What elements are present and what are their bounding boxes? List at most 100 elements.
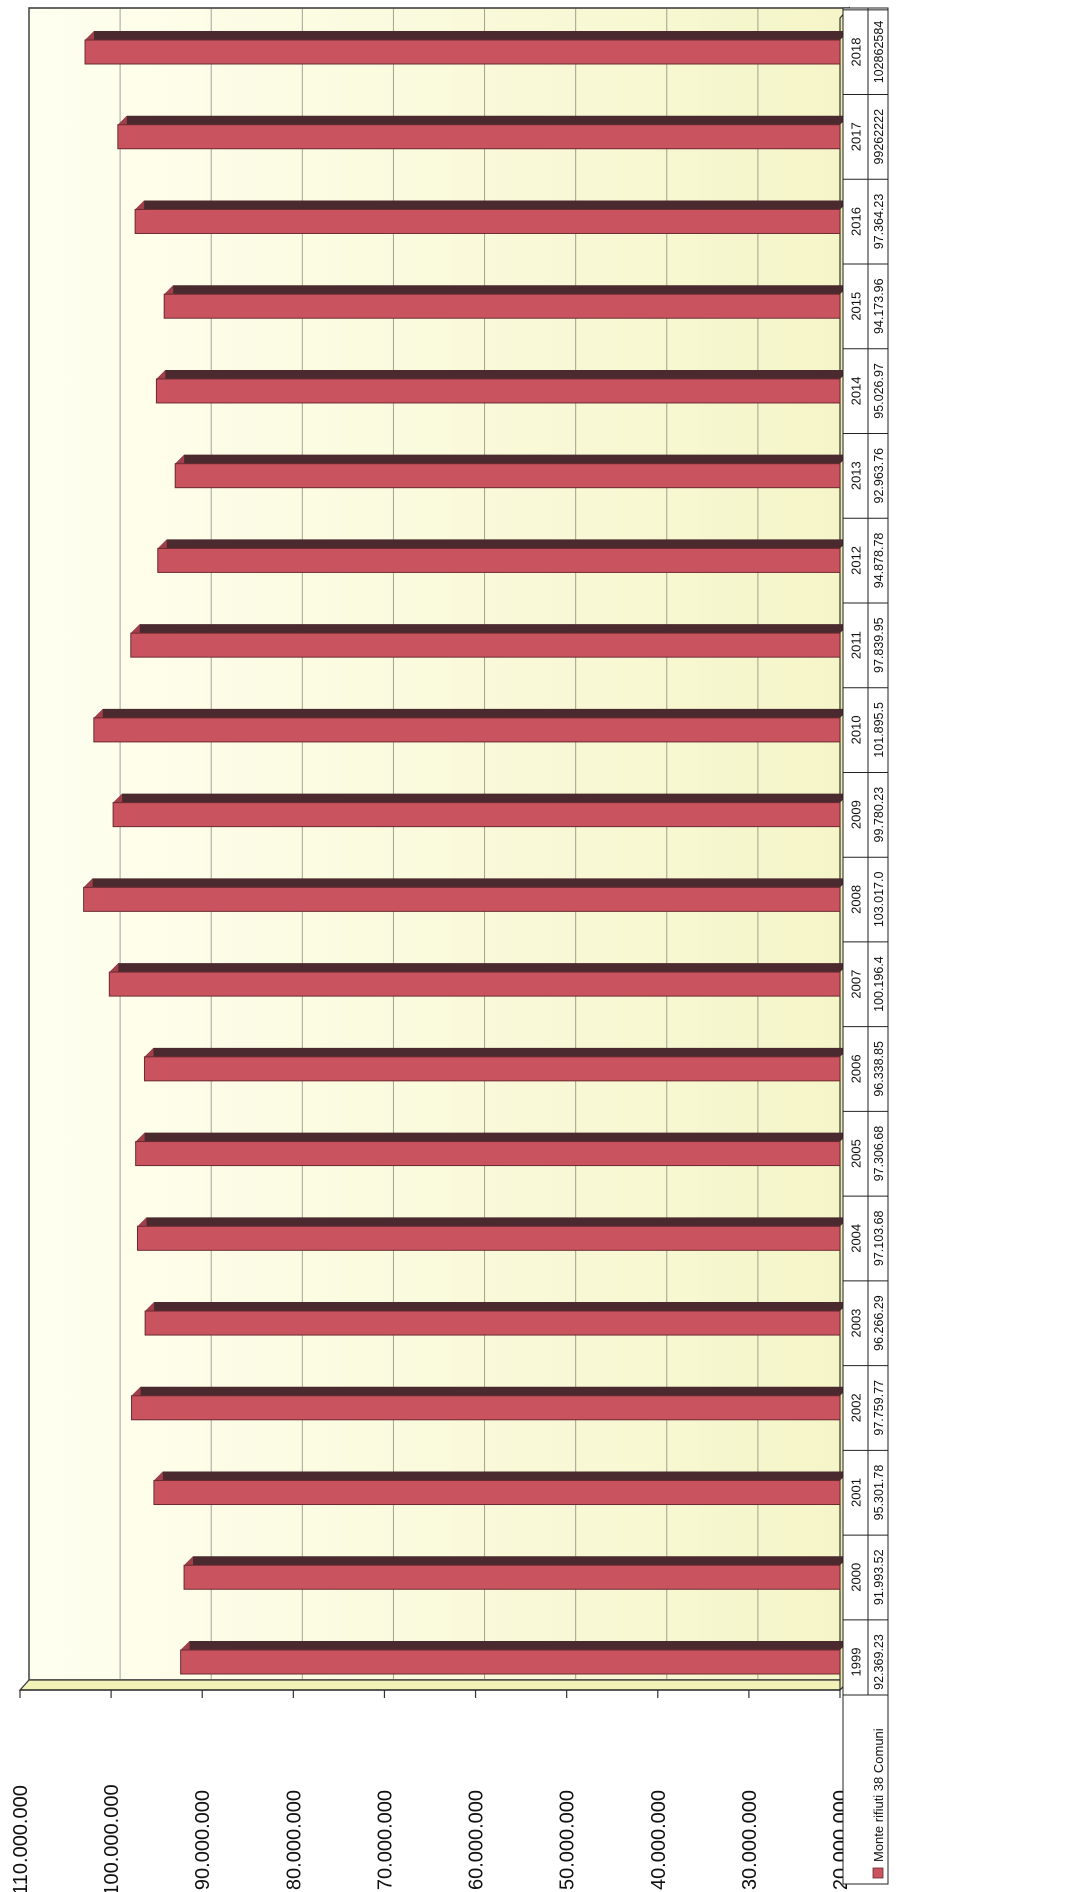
bar-front-face — [174, 463, 841, 489]
table-category-label: 2002 — [849, 1393, 864, 1422]
table-value-label: 97.103.68 — [872, 1210, 886, 1266]
table-category-label: 2012 — [849, 546, 864, 575]
bar — [136, 1217, 849, 1251]
data-table: 1999 92.369.23 2000 91.993.52 2001 95.301.78 2… — [842, 7, 889, 1885]
value-tick-label: 30.000.000 — [739, 1790, 761, 1890]
bar-depth-face — [130, 624, 849, 634]
bar-depth-face — [135, 200, 849, 210]
table-value-label: 103.017.0 — [872, 872, 886, 928]
value-tick-label: 50.000.000 — [557, 1790, 579, 1890]
table-category-label: 2013 — [849, 461, 864, 490]
bar-front-face — [153, 1480, 841, 1506]
bar-depth-face — [180, 1641, 849, 1650]
table-value-label: 100.196.4 — [872, 956, 886, 1012]
table-category-label: 1999 — [849, 1648, 864, 1677]
legend-series-name: Monte rifiuti 38 Comuni — [871, 1728, 886, 1862]
bar-front-face — [155, 378, 841, 404]
bar-front-face — [131, 1395, 841, 1421]
table-value-label: 101.895.5 — [872, 702, 886, 758]
bar-front-face — [84, 39, 841, 65]
bar-depth-face — [156, 369, 849, 379]
table-category-label: 2006 — [849, 1054, 864, 1083]
table-value-label: 91.993.52 — [872, 1549, 886, 1605]
floor — [18, 1679, 851, 1691]
bar — [131, 1386, 849, 1421]
table-category-label: 2004 — [849, 1224, 864, 1253]
table-value-label: 96.266.29 — [872, 1295, 886, 1351]
bar-front-face — [83, 886, 841, 912]
bar — [83, 878, 850, 912]
value-tick-label: 100.000.000 — [101, 1784, 123, 1892]
value-tick-label: 40.000.000 — [648, 1790, 670, 1890]
bar-depth-face — [93, 708, 849, 718]
bar — [153, 1471, 849, 1506]
table-category-label: 2018 — [849, 38, 864, 67]
bar-front-face — [117, 124, 841, 150]
table-category-label: 2001 — [849, 1478, 864, 1507]
bar-depth-face — [117, 115, 850, 125]
bar-depth-face — [175, 454, 850, 464]
table-value-label: 97.759.77 — [872, 1380, 886, 1436]
bar — [112, 793, 849, 828]
value-tick-label: 110.000.000 — [10, 1785, 32, 1892]
bar-front-face — [134, 208, 841, 234]
bar-depth-face — [85, 31, 850, 40]
bar — [174, 454, 850, 489]
table-value-label: 96.338.85 — [872, 1041, 886, 1097]
table-value-label: 95.301.78 — [872, 1465, 886, 1521]
table-frame — [842, 7, 889, 1885]
table-value-label: 95.026.97 — [872, 363, 886, 419]
bar — [183, 1556, 850, 1590]
bar — [134, 200, 849, 234]
table-category-label: 2016 — [849, 207, 864, 236]
table-category-label: 2005 — [849, 1139, 864, 1168]
bar-depth-face — [184, 1556, 850, 1566]
bar-depth-face — [145, 1302, 849, 1312]
bar-front-face — [108, 971, 841, 997]
bar-depth-face — [157, 539, 849, 549]
bar — [93, 708, 849, 743]
value-tick-label: 60.000.000 — [466, 1790, 488, 1890]
table-value-label: 92.369.23 — [872, 1634, 886, 1690]
bar — [144, 1302, 849, 1336]
bar-front-face — [143, 1056, 841, 1082]
table-value-label: 97.839.95 — [872, 617, 886, 673]
table-category-label: 2017 — [849, 122, 864, 151]
bar — [157, 539, 849, 573]
table-value-label: 94.173.96 — [872, 278, 886, 334]
bar-depth-face — [135, 1132, 849, 1142]
bar-front-face — [163, 293, 841, 319]
table-value-label: 102862584 — [872, 21, 886, 84]
bars — [83, 31, 850, 1675]
bar-depth-face — [144, 1047, 849, 1057]
bar — [130, 624, 849, 658]
bar-front-face — [135, 1141, 841, 1167]
table-category-label: 2000 — [849, 1563, 864, 1592]
bar-front-face — [183, 1564, 841, 1590]
value-tick-label: 70.000.000 — [374, 1790, 396, 1890]
table-value-label: 92.963.76 — [872, 448, 886, 504]
bar — [135, 1132, 849, 1167]
table-category-label: 2014 — [849, 376, 864, 405]
bar-front-face — [144, 1310, 841, 1336]
table-category-label: 2015 — [849, 292, 864, 321]
bar-front-face — [136, 1225, 841, 1251]
value-tick-label: 80.000.000 — [283, 1790, 305, 1890]
bar-depth-face — [153, 1471, 849, 1481]
table-category-label: 2003 — [849, 1309, 864, 1338]
bar-front-face — [180, 1649, 841, 1675]
value-axis: 20.000.00030.000.00040.000.00050.000.000… — [10, 1689, 852, 1892]
bar-front-face — [112, 802, 841, 828]
table-category-label: 2007 — [849, 970, 864, 999]
table-value-label: 94.878.78 — [872, 533, 886, 589]
bar — [108, 963, 850, 997]
bar-depth-face — [164, 285, 849, 295]
bar-front-face — [157, 547, 841, 573]
chart-walls — [18, 6, 851, 1692]
bar-depth-face — [109, 963, 850, 973]
bar-depth-face — [113, 793, 849, 803]
bar-depth-face — [137, 1217, 849, 1227]
table-value-label: 97.364.23 — [872, 194, 886, 250]
bar — [163, 285, 849, 319]
bar-front-face — [93, 717, 841, 743]
